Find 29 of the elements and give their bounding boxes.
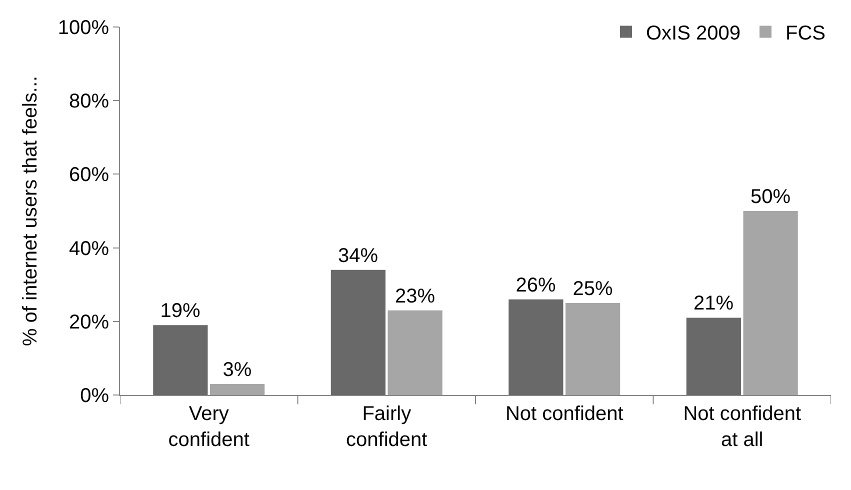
bar (508, 299, 564, 395)
data-label: 3% (222, 358, 252, 381)
bar (330, 270, 386, 395)
bar (743, 211, 798, 395)
y-axis-title: % of internet users that feels... (19, 76, 42, 346)
data-label: 50% (750, 186, 791, 208)
y-tick-label: 60% (68, 164, 110, 186)
bar (566, 303, 620, 395)
y-tick-label: 20% (68, 311, 110, 334)
data-label: 23% (394, 285, 436, 308)
x-tick-label: Fairly confident (346, 403, 428, 451)
x-tick-label: Not confident at all (683, 403, 802, 451)
data-label: 21% (694, 292, 734, 315)
data-label: 34% (338, 244, 378, 267)
y-tick-label: 0% (80, 385, 110, 407)
bar (388, 310, 442, 395)
data-label: 26% (516, 274, 556, 296)
y-tick-label: 100% (58, 17, 110, 39)
data-label: 25% (572, 278, 613, 300)
y-tick-label: 80% (68, 90, 110, 113)
data-label: 19% (160, 300, 201, 322)
bar (686, 318, 741, 395)
y-tick-label: 40% (68, 238, 110, 260)
bar (153, 325, 208, 395)
x-tick-label: Not confident (505, 403, 624, 425)
legend-label: OxIS 2009 (646, 22, 741, 45)
bar (210, 384, 265, 395)
x-tick-label: Very confident (168, 403, 250, 451)
legend-label: FCS (786, 22, 826, 45)
